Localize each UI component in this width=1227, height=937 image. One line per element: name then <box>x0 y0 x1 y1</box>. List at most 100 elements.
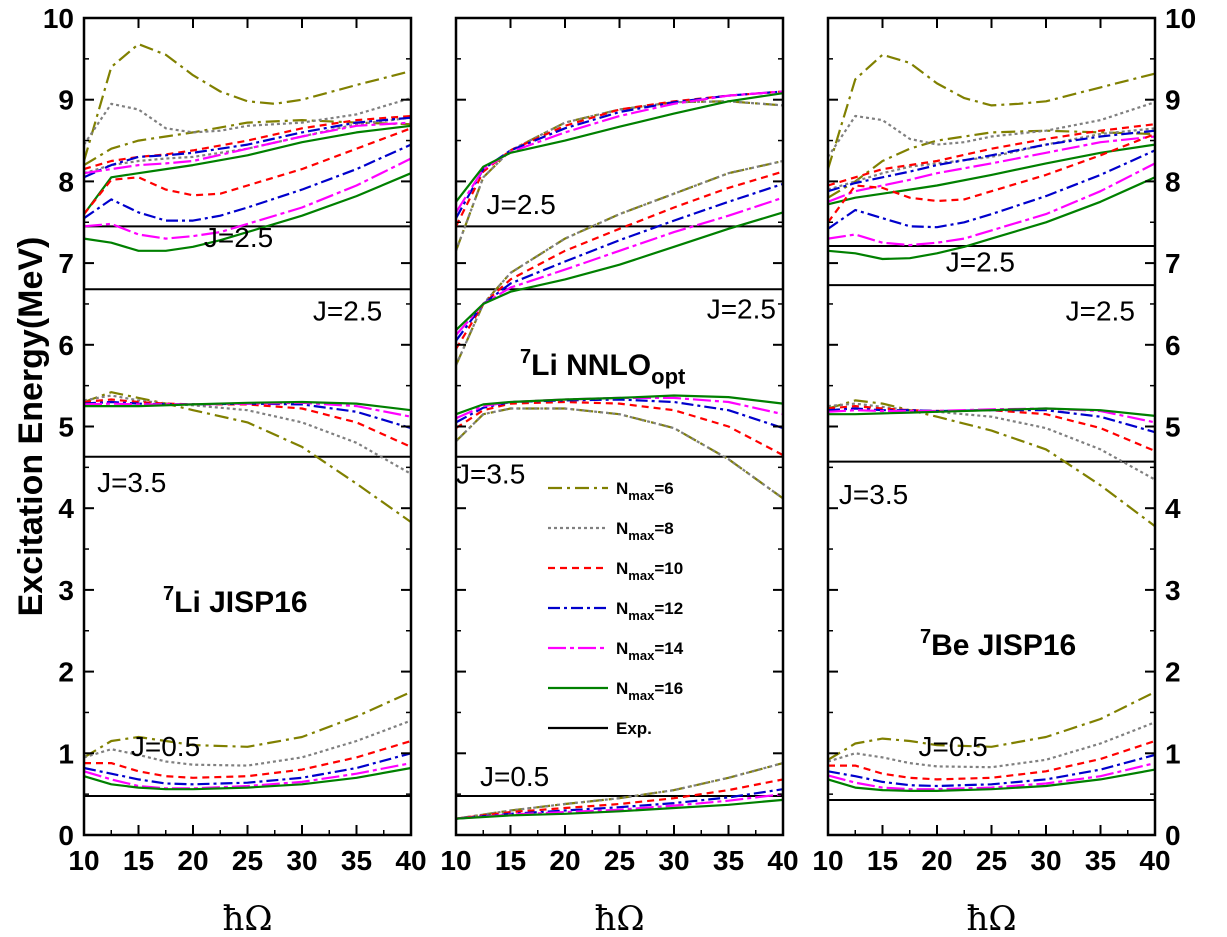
x-axis-label: ħΩ <box>966 899 1016 937</box>
panel-frame <box>454 16 785 837</box>
y-tick-label-right: 2 <box>1165 657 1181 688</box>
level-band-2 <box>827 399 1156 528</box>
x-tick-label: 10 <box>440 845 471 876</box>
j-label: J=3.5 <box>97 467 166 498</box>
x-tick-label: 20 <box>177 845 208 876</box>
series-line-n8 <box>827 721 1156 769</box>
y-tick-label-right: 3 <box>1165 575 1181 606</box>
level-band-1 <box>83 690 412 791</box>
legend-label-n8: Nmax=8 <box>616 519 674 543</box>
series-line-n16 <box>827 768 1156 793</box>
level-band-1 <box>827 691 1156 793</box>
x-tick-label: 35 <box>341 845 372 876</box>
series-line-n6 <box>83 118 412 167</box>
y-tick-label: 0 <box>58 820 74 851</box>
series-line-n12 <box>83 752 412 786</box>
legend-label-n14: Nmax=14 <box>616 639 684 663</box>
series-line-n10 <box>455 400 784 457</box>
j-label: J=2.5 <box>946 246 1015 277</box>
series-line-n16 <box>455 92 784 203</box>
x-axis-label: ħΩ <box>594 899 644 937</box>
series-line-n8 <box>827 101 1156 158</box>
series-line-n8 <box>455 407 784 500</box>
x-tick-label: 25 <box>976 845 1007 876</box>
series-line-n12 <box>455 90 784 219</box>
series-line-n8 <box>83 116 412 175</box>
j-label: J=3.5 <box>839 479 908 510</box>
x-tick-label: 25 <box>232 845 263 876</box>
y-tick-label-right: 6 <box>1165 330 1181 361</box>
series-line-n6 <box>83 391 412 523</box>
x-tick-label: 40 <box>395 845 426 876</box>
y-tick-label: 2 <box>58 657 74 688</box>
j-label: J=3.5 <box>456 459 525 490</box>
series-line-n12 <box>83 116 412 179</box>
y-tick-label: 5 <box>58 412 74 443</box>
panel-1: 10 15 20 25 30 35 40 ħΩ J=2.5 J=2.5 J=3.5 J=0.5 7Li … <box>68 16 427 937</box>
series-line-n10 <box>828 739 1156 781</box>
y-tick-label-right: 9 <box>1165 85 1181 116</box>
y-tick-label: 8 <box>58 166 74 197</box>
j-label: J=0.5 <box>480 761 549 792</box>
x-tick-label: 15 <box>867 845 898 876</box>
series-line-n10 <box>455 170 784 350</box>
series-line-n8 <box>454 100 784 252</box>
y-tick-label: 4 <box>58 493 74 524</box>
legend-label-n6: Nmax=6 <box>616 479 674 503</box>
panel-2: 10 15 20 25 30 35 40 ħΩ J=2.5 J=2.5 J=3.5 J=0.5 7Li … <box>440 16 799 937</box>
x-axis-label: ħΩ <box>222 899 272 937</box>
x-tick-label: 40 <box>1139 845 1170 876</box>
series-line-n10 <box>84 739 412 779</box>
j-label: J=0.5 <box>918 731 987 762</box>
series-line-n14 <box>455 396 784 420</box>
series-line-n8 <box>83 97 412 146</box>
x-tick-label: 20 <box>921 845 952 876</box>
series-line-n8 <box>827 402 1156 481</box>
series-line-n16 <box>455 394 784 416</box>
series-line-n6 <box>826 53 1156 170</box>
series-line-n10 <box>455 778 784 820</box>
series-line-n14 <box>83 401 412 418</box>
level-band-2 <box>83 391 412 523</box>
level-band-4 <box>826 53 1156 261</box>
series-line-n12 <box>827 753 1156 788</box>
series-line-n6 <box>82 42 412 162</box>
x-tick-label: 10 <box>812 845 843 876</box>
series-line-n16 <box>827 176 1156 261</box>
panel-frame <box>82 16 413 837</box>
j-label: J=2.5 <box>204 222 273 253</box>
x-tick-label: 10 <box>68 845 99 876</box>
j-label: J=2.5 <box>707 294 776 325</box>
x-tick-label: 30 <box>286 845 317 876</box>
y-tick-label-right: 8 <box>1165 166 1181 197</box>
series-line-n14 <box>83 762 412 790</box>
series-line-n14 <box>827 135 1156 203</box>
series-line-n14 <box>827 762 1156 791</box>
series-line-n16 <box>827 143 1156 206</box>
y-tick-label-right: 1 <box>1165 738 1181 769</box>
y-tick-label: 1 <box>58 738 74 769</box>
j-label: J=0.5 <box>131 731 200 762</box>
series-line-n6 <box>455 407 784 500</box>
x-tick-label: 20 <box>549 845 580 876</box>
series-line-n6 <box>83 690 412 759</box>
level-band-4 <box>82 42 412 252</box>
panel-title: 7Li JISP16 <box>163 583 308 619</box>
legend-label-n12: Nmax=12 <box>616 599 683 623</box>
j-label: J=2.5 <box>313 295 382 326</box>
y-tick-label: 7 <box>58 248 74 279</box>
y-tick-label-right: 4 <box>1165 493 1181 524</box>
series-line-n6 <box>827 399 1156 528</box>
x-tick-label: 15 <box>495 845 526 876</box>
y-tick-label-right: 10 <box>1165 3 1196 34</box>
series-line-n14 <box>827 162 1156 247</box>
y-tick-label: 10 <box>43 3 74 34</box>
x-tick-label: 25 <box>604 845 635 876</box>
j-label: J=2.5 <box>487 189 556 220</box>
series-line-n6 <box>827 129 1156 199</box>
y-tick-label: 9 <box>58 85 74 116</box>
y-tick-label-right: 5 <box>1165 412 1181 443</box>
legend-label-n16: Nmax=16 <box>616 679 683 703</box>
series-line-n8 <box>83 719 412 767</box>
